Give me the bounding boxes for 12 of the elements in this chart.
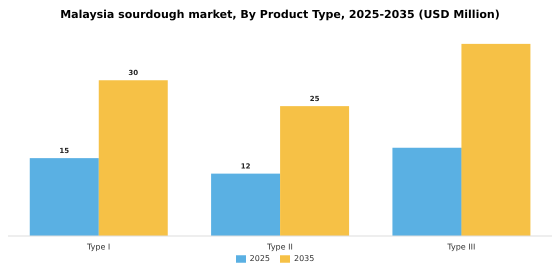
chart-title: Malaysia sourdough market, By Product Type, 2025-2035 (USD Million)	[59, 8, 501, 23]
bar	[392, 148, 462, 236]
bar	[211, 174, 280, 236]
legend-label: 2025	[250, 254, 270, 264]
legend-label: 2035	[294, 254, 314, 264]
x-tick-label: Type II	[266, 242, 293, 252]
bar	[461, 44, 530, 236]
bar	[30, 158, 99, 236]
x-tick-label: Type I	[86, 242, 110, 252]
bar	[98, 80, 168, 236]
x-tick-label: Type III	[446, 242, 476, 252]
bar	[280, 106, 350, 236]
